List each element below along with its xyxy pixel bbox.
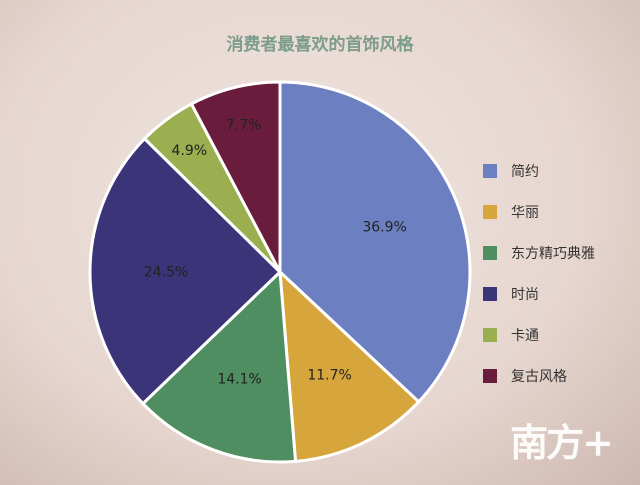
legend-swatch <box>483 163 497 178</box>
slice-label-2: 14.1% <box>217 372 261 388</box>
legend-swatch <box>483 327 497 342</box>
pie-slice-3 <box>88 136 283 406</box>
legend-label: 复古风格 <box>511 368 567 385</box>
legend-item: 简约 <box>483 150 595 191</box>
legend-label: 卡通 <box>511 327 539 344</box>
legend-item: 卡通 <box>483 314 595 355</box>
legend-item: 华丽 <box>483 191 595 232</box>
legend-label: 时尚 <box>511 286 539 303</box>
slice-label-1: 11.7% <box>307 368 351 384</box>
chart-title: 消费者最喜欢的首饰风格 <box>226 35 414 55</box>
pie-slice-2 <box>140 268 298 464</box>
slice-label-3: 24.5% <box>144 264 188 280</box>
legend-label: 华丽 <box>511 204 539 221</box>
legend-swatch <box>483 286 497 301</box>
legend: 简约华丽东方精巧典雅 时尚卡通复古风格 <box>483 150 595 396</box>
legend-swatch <box>483 368 497 383</box>
slice-label-4: 4.9% <box>172 143 208 159</box>
slice-label-5: 7.7% <box>226 117 262 133</box>
slice-label-0: 36.9% <box>362 220 406 236</box>
legend-swatch <box>483 204 497 219</box>
legend-label: 东方精巧典雅 <box>511 245 595 262</box>
legend-item: 东方精巧典雅 <box>483 232 595 273</box>
legend-item: 复古风格 <box>483 355 595 396</box>
pie-slice-1 <box>278 268 421 463</box>
watermark-logo: 南方+ <box>510 420 614 465</box>
pie-slice-0 <box>278 80 472 404</box>
pie-slice-5 <box>189 80 282 273</box>
legend-item: 时尚 <box>483 273 595 314</box>
legend-label: 简约 <box>511 163 539 180</box>
legend-swatch <box>483 245 497 260</box>
